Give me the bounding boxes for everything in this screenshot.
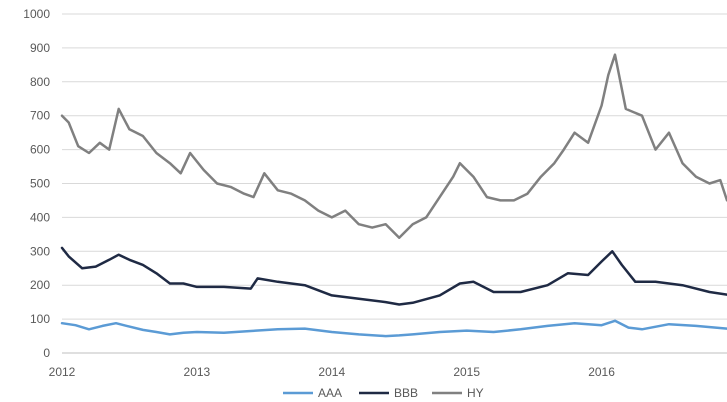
y-tick-label: 700 <box>30 109 50 123</box>
x-tick-label: 2016 <box>588 365 615 379</box>
x-tick-label: 2013 <box>184 365 211 379</box>
gridlines <box>62 13 727 354</box>
x-tick-label: 2012 <box>49 365 76 379</box>
y-tick-label: 800 <box>30 75 50 89</box>
y-tick-label: 0 <box>43 346 50 360</box>
legend-label-bbb: BBB <box>394 386 418 400</box>
legend-label-hy: HY <box>467 386 484 400</box>
y-tick-label: 100 <box>30 312 50 326</box>
y-tick-label: 900 <box>30 41 50 55</box>
series-lines <box>60 53 727 338</box>
series-line-aaa <box>60 319 727 338</box>
x-tick-label: 2015 <box>453 365 480 379</box>
y-tick-label: 200 <box>30 278 50 292</box>
y-tick-label: 600 <box>30 143 50 157</box>
legend: AAA BBB HY <box>283 386 484 400</box>
y-tick-label: 1000 <box>23 7 50 21</box>
legend-label-aaa: AAA <box>318 386 342 400</box>
y-tick-label: 300 <box>30 244 50 258</box>
axes: 0 100 200 300 400 500 600 700 800 900 1000 2012 2013… <box>23 7 615 379</box>
y-tick-label: 400 <box>30 210 50 224</box>
y-tick-label: 500 <box>30 177 50 191</box>
series-line-bbb <box>60 246 727 306</box>
x-tick-label: 2014 <box>318 365 345 379</box>
series-line-hy <box>60 53 727 239</box>
